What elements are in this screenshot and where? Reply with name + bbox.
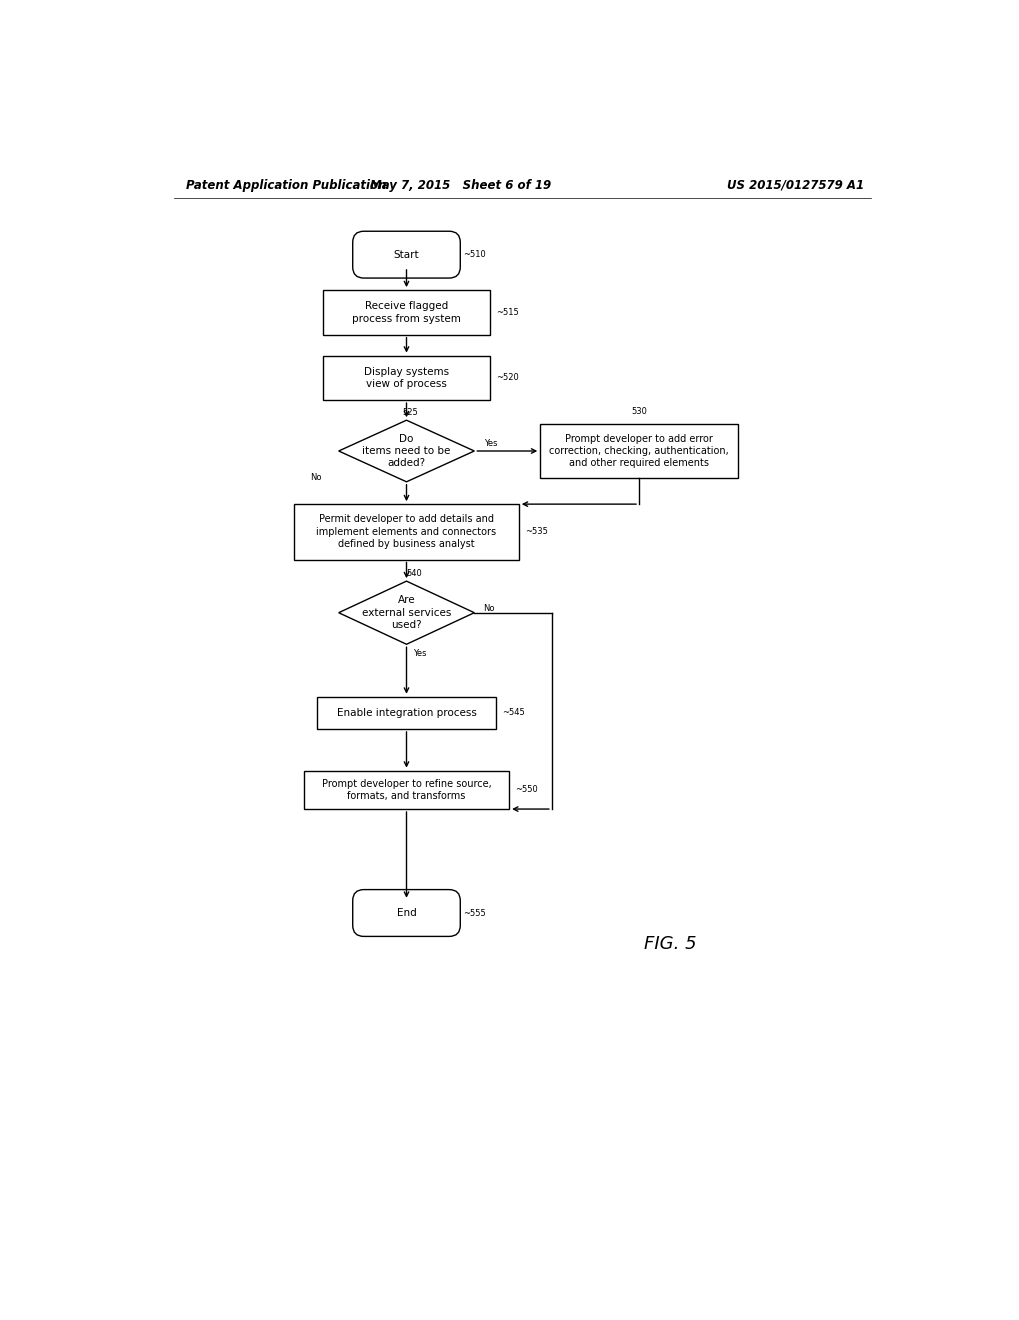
Polygon shape (338, 581, 474, 644)
Bar (293, 504, 519, 560)
Text: Prompt developer to add error
correction, checking, authentication,
and other re: Prompt developer to add error correction… (548, 433, 729, 469)
Bar (323, 355, 489, 400)
Text: FIG. 5: FIG. 5 (643, 935, 696, 953)
Text: ~545: ~545 (501, 709, 524, 717)
Text: ~535: ~535 (525, 528, 547, 536)
Text: ~515: ~515 (495, 308, 519, 317)
Text: Receive flagged
process from system: Receive flagged process from system (352, 301, 461, 323)
Text: End: End (396, 908, 416, 917)
Text: 530: 530 (631, 408, 646, 416)
Text: Patent Application Publication: Patent Application Publication (185, 178, 386, 191)
Bar (540, 424, 737, 478)
Text: Permit developer to add details and
implement elements and connectors
defined by: Permit developer to add details and impl… (316, 515, 496, 549)
Text: ~510: ~510 (463, 251, 485, 259)
FancyBboxPatch shape (353, 231, 460, 279)
Text: May 7, 2015   Sheet 6 of 19: May 7, 2015 Sheet 6 of 19 (370, 178, 551, 191)
Text: Are
external services
used?: Are external services used? (362, 595, 450, 630)
Text: Do
items need to be
added?: Do items need to be added? (362, 433, 450, 469)
Text: ~520: ~520 (495, 374, 519, 383)
Bar (304, 771, 508, 809)
Bar (317, 697, 495, 729)
Text: 525: 525 (403, 408, 418, 417)
Text: Enable integration process: Enable integration process (336, 708, 476, 718)
Text: No: No (483, 603, 494, 612)
Text: US 2015/0127579 A1: US 2015/0127579 A1 (726, 178, 863, 191)
Text: 540: 540 (406, 569, 422, 578)
Text: No: No (310, 474, 321, 482)
Text: Display systems
view of process: Display systems view of process (364, 367, 448, 389)
FancyBboxPatch shape (353, 890, 460, 936)
Text: ~550: ~550 (515, 785, 538, 795)
Text: Start: Start (393, 249, 419, 260)
Text: Prompt developer to refine source,
formats, and transforms: Prompt developer to refine source, forma… (321, 779, 491, 801)
Text: Yes: Yes (483, 438, 496, 447)
Bar (323, 290, 489, 335)
Polygon shape (338, 420, 474, 482)
Text: ~555: ~555 (463, 908, 485, 917)
Text: Yes: Yes (413, 649, 426, 657)
